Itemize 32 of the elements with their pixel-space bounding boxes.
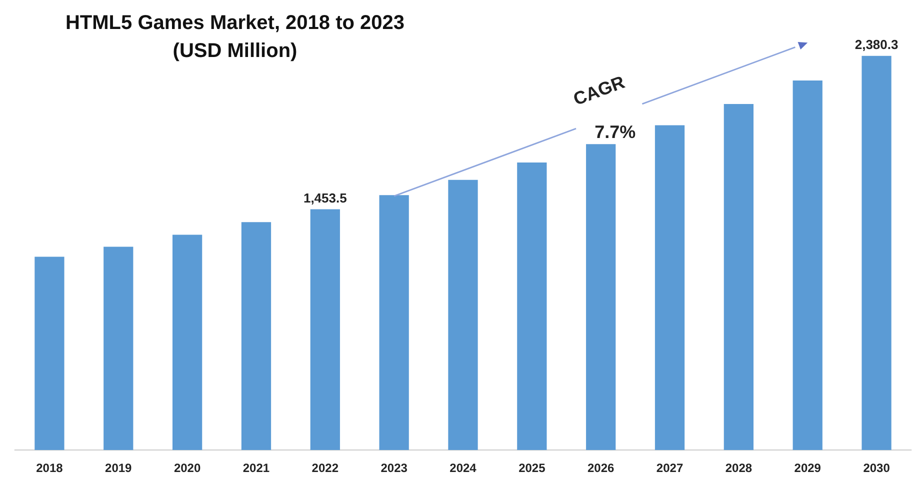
data-label: 2,380.3 xyxy=(854,36,898,52)
bar xyxy=(448,180,478,450)
x-tick-label: 2029 xyxy=(794,461,822,475)
x-tick-label: 2023 xyxy=(380,461,408,475)
x-tick-label: 2022 xyxy=(312,461,339,475)
x-tick-label: 2018 xyxy=(36,461,64,475)
bar xyxy=(104,246,134,450)
annotation: 7.7% xyxy=(594,122,636,142)
x-tick-label: 2021 xyxy=(242,461,270,475)
x-tick-label: 2028 xyxy=(725,461,752,475)
bar xyxy=(654,125,685,450)
annotation: CAGR xyxy=(570,72,628,110)
x-tick-label: 2020 xyxy=(174,461,201,475)
bar xyxy=(310,209,340,450)
x-tick-label: 2024 xyxy=(450,461,477,475)
x-tick-label: 2026 xyxy=(587,461,615,475)
x-tick-label: 2027 xyxy=(656,461,684,475)
bar xyxy=(517,162,547,450)
data-label: 1,453.5 xyxy=(303,190,347,206)
bar xyxy=(172,234,202,450)
bar xyxy=(862,56,892,450)
x-tick-label: 2030 xyxy=(863,461,890,475)
bar xyxy=(379,195,409,450)
bar xyxy=(792,80,822,450)
bar xyxy=(241,222,272,450)
bar xyxy=(586,144,616,450)
bar xyxy=(34,256,64,450)
chart-title: HTML5 Games Market, 2018 to 2023 xyxy=(65,12,405,34)
x-tick-label: 2025 xyxy=(518,461,546,475)
x-tick-label: 2019 xyxy=(105,461,132,475)
chart-subtitle: (USD Million) xyxy=(172,40,298,62)
bar xyxy=(724,104,754,450)
